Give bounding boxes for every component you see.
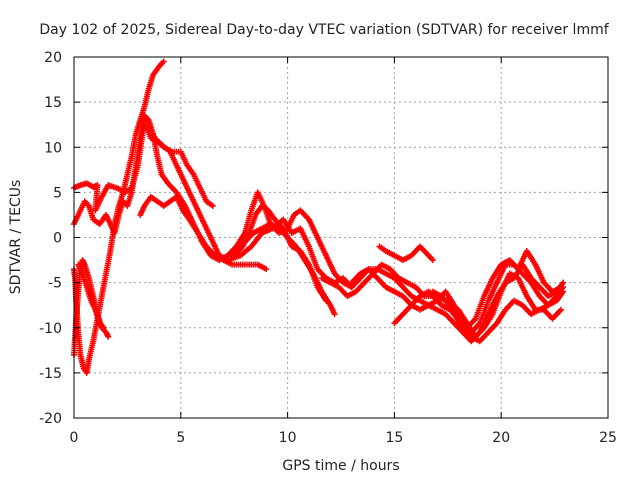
data-points [71,58,567,376]
series-s4 [145,126,216,209]
series-s14 [429,270,565,340]
y-tick-label: -15 [39,366,62,382]
grid [74,57,608,418]
x-tick-label: 20 [492,430,510,446]
y-axis-title: SDTVAR / TECUs [8,180,24,295]
data-point [105,333,112,340]
y-tick-label: -5 [48,276,62,292]
data-point [558,284,565,291]
x-axis-title: GPS time / hours [282,458,399,474]
series-s13 [318,248,565,331]
series-s9 [231,202,330,304]
y-tick-label: 20 [44,50,62,66]
data-point [558,306,565,313]
y-tick-label: -10 [39,321,62,337]
data-point [331,311,338,318]
y-tick-label: 5 [53,185,62,201]
y-tick-label: 10 [44,140,62,156]
data-point [100,324,107,331]
series-s12 [348,261,567,336]
x-tick-label: 10 [279,430,297,446]
x-tick-label: 15 [385,430,403,446]
series-s7 [75,261,107,331]
data-point [323,297,330,304]
chart-title: Day 102 of 2025, Sidereal Day-to-day VTE… [39,22,609,38]
data-point [429,257,436,264]
series-s2 [71,112,355,291]
y-tick-label: -20 [39,411,62,427]
x-tick-label: 0 [70,430,79,446]
data-point [263,266,270,273]
x-tick-label: 5 [176,430,185,446]
axis-ticks: 0 5 10 15 20 25 -20 -15 -10 -5 0 5 10 15 20 [39,50,617,446]
x-tick-label: 25 [599,430,617,446]
series-s10 [376,243,436,264]
y-tick-label: 0 [53,231,62,247]
data-point [209,202,216,209]
series-s3 [137,193,270,273]
y-tick-label: 15 [44,95,62,111]
